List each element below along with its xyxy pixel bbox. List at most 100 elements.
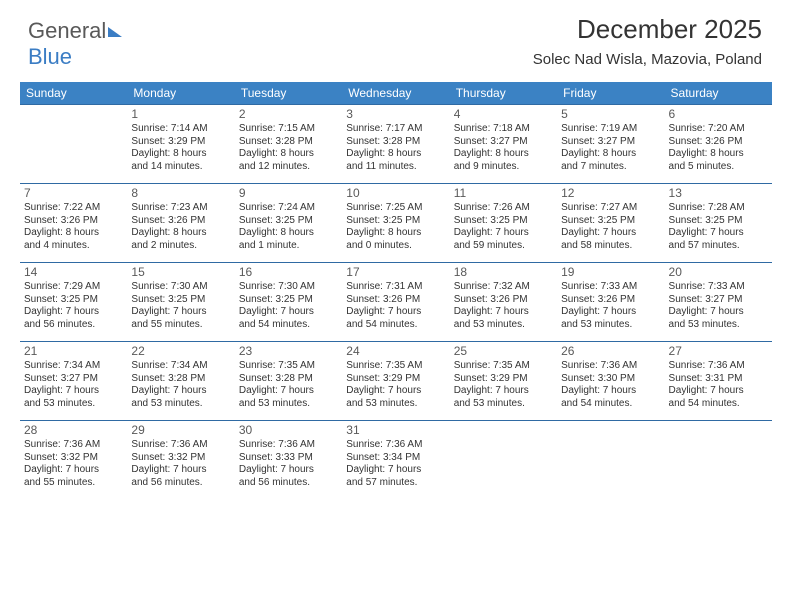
sunset-text: Sunset: 3:28 PM — [239, 136, 338, 149]
sunset-text: Sunset: 3:26 PM — [131, 215, 230, 228]
day-cell: 26Sunrise: 7:36 AMSunset: 3:30 PMDayligh… — [557, 342, 664, 420]
day-number: 31 — [346, 423, 445, 438]
day-cell: 6Sunrise: 7:20 AMSunset: 3:26 PMDaylight… — [665, 105, 772, 183]
sunrise-text: Sunrise: 7:19 AM — [561, 123, 660, 136]
daylight-text-1: Daylight: 8 hours — [454, 148, 553, 161]
sunset-text: Sunset: 3:25 PM — [669, 215, 768, 228]
daylight-text-2: and 9 minutes. — [454, 161, 553, 174]
sunset-text: Sunset: 3:27 PM — [24, 373, 123, 386]
day-cell: 19Sunrise: 7:33 AMSunset: 3:26 PMDayligh… — [557, 263, 664, 341]
daylight-text-2: and 57 minutes. — [669, 240, 768, 253]
sunrise-text: Sunrise: 7:18 AM — [454, 123, 553, 136]
day-cell: 31Sunrise: 7:36 AMSunset: 3:34 PMDayligh… — [342, 421, 449, 499]
sunset-text: Sunset: 3:31 PM — [669, 373, 768, 386]
daylight-text-1: Daylight: 7 hours — [239, 385, 338, 398]
day-number: 14 — [24, 265, 123, 280]
day-cell: 5Sunrise: 7:19 AMSunset: 3:27 PMDaylight… — [557, 105, 664, 183]
day-number: 7 — [24, 186, 123, 201]
logo-triangle-icon — [108, 27, 122, 37]
day-cell: 11Sunrise: 7:26 AMSunset: 3:25 PMDayligh… — [450, 184, 557, 262]
location-subtitle: Solec Nad Wisla, Mazovia, Poland — [533, 51, 762, 68]
day-header-row: SundayMondayTuesdayWednesdayThursdayFrid… — [20, 82, 772, 104]
sunset-text: Sunset: 3:26 PM — [454, 294, 553, 307]
sunrise-text: Sunrise: 7:36 AM — [131, 439, 230, 452]
daylight-text-1: Daylight: 7 hours — [239, 464, 338, 477]
daylight-text-2: and 54 minutes. — [561, 398, 660, 411]
daylight-text-2: and 7 minutes. — [561, 161, 660, 174]
daylight-text-2: and 59 minutes. — [454, 240, 553, 253]
daylight-text-2: and 58 minutes. — [561, 240, 660, 253]
sunset-text: Sunset: 3:25 PM — [24, 294, 123, 307]
daylight-text-1: Daylight: 7 hours — [669, 227, 768, 240]
daylight-text-1: Daylight: 7 hours — [24, 385, 123, 398]
sunset-text: Sunset: 3:27 PM — [561, 136, 660, 149]
daylight-text-1: Daylight: 8 hours — [669, 148, 768, 161]
day-cell: 15Sunrise: 7:30 AMSunset: 3:25 PMDayligh… — [127, 263, 234, 341]
sunset-text: Sunset: 3:33 PM — [239, 452, 338, 465]
day-number: 18 — [454, 265, 553, 280]
day-cell: 17Sunrise: 7:31 AMSunset: 3:26 PMDayligh… — [342, 263, 449, 341]
daylight-text-1: Daylight: 7 hours — [346, 385, 445, 398]
sunrise-text: Sunrise: 7:32 AM — [454, 281, 553, 294]
sunset-text: Sunset: 3:28 PM — [239, 373, 338, 386]
sunrise-text: Sunrise: 7:36 AM — [239, 439, 338, 452]
daylight-text-1: Daylight: 7 hours — [346, 464, 445, 477]
sunset-text: Sunset: 3:28 PM — [131, 373, 230, 386]
daylight-text-1: Daylight: 7 hours — [561, 306, 660, 319]
sunrise-text: Sunrise: 7:29 AM — [24, 281, 123, 294]
calendar: SundayMondayTuesdayWednesdayThursdayFrid… — [20, 82, 772, 499]
day-number: 27 — [669, 344, 768, 359]
sunset-text: Sunset: 3:29 PM — [131, 136, 230, 149]
day-cell: 27Sunrise: 7:36 AMSunset: 3:31 PMDayligh… — [665, 342, 772, 420]
day-cell — [557, 421, 664, 499]
day-cell: 10Sunrise: 7:25 AMSunset: 3:25 PMDayligh… — [342, 184, 449, 262]
sunrise-text: Sunrise: 7:35 AM — [239, 360, 338, 373]
day-cell: 2Sunrise: 7:15 AMSunset: 3:28 PMDaylight… — [235, 105, 342, 183]
daylight-text-2: and 0 minutes. — [346, 240, 445, 253]
day-number: 26 — [561, 344, 660, 359]
sunrise-text: Sunrise: 7:36 AM — [561, 360, 660, 373]
daylight-text-1: Daylight: 8 hours — [131, 148, 230, 161]
day-number: 16 — [239, 265, 338, 280]
sunset-text: Sunset: 3:26 PM — [346, 294, 445, 307]
sunrise-text: Sunrise: 7:22 AM — [24, 202, 123, 215]
sunrise-text: Sunrise: 7:36 AM — [346, 439, 445, 452]
daylight-text-1: Daylight: 8 hours — [239, 227, 338, 240]
daylight-text-1: Daylight: 8 hours — [561, 148, 660, 161]
sunset-text: Sunset: 3:25 PM — [239, 215, 338, 228]
day-cell: 24Sunrise: 7:35 AMSunset: 3:29 PMDayligh… — [342, 342, 449, 420]
daylight-text-1: Daylight: 8 hours — [24, 227, 123, 240]
daylight-text-2: and 56 minutes. — [131, 477, 230, 490]
daylight-text-2: and 54 minutes. — [669, 398, 768, 411]
header: December 2025 Solec Nad Wisla, Mazovia, … — [533, 14, 762, 68]
sunrise-text: Sunrise: 7:35 AM — [454, 360, 553, 373]
day-number: 25 — [454, 344, 553, 359]
week-row: 7Sunrise: 7:22 AM Sunset: 3:26 PM Daylight… — [20, 183, 772, 262]
day-number: 1 — [131, 107, 230, 122]
sunrise-text: Sunrise: 7:17 AM — [346, 123, 445, 136]
day-number: 2 — [239, 107, 338, 122]
sunrise-text: Sunrise: 7:36 AM — [669, 360, 768, 373]
day-cell: 30Sunrise: 7:36 AMSunset: 3:33 PMDayligh… — [235, 421, 342, 499]
sunset-text: Sunset: 3:29 PM — [346, 373, 445, 386]
daylight-text-1: Daylight: 8 hours — [346, 227, 445, 240]
sunrise-text: Sunrise: 7:34 AM — [24, 360, 123, 373]
sunset-text: Sunset: 3:26 PM — [561, 294, 660, 307]
day-cell: 16Sunrise: 7:30 AMSunset: 3:25 PMDayligh… — [235, 263, 342, 341]
day-number: 5 — [561, 107, 660, 122]
day-cell: 22Sunrise: 7:34 AMSunset: 3:28 PMDayligh… — [127, 342, 234, 420]
day-number: 10 — [346, 186, 445, 201]
day-cell — [450, 421, 557, 499]
day-number: 6 — [669, 107, 768, 122]
day-cell — [665, 421, 772, 499]
sunrise-text: Sunrise: 7:33 AM — [669, 281, 768, 294]
sunset-text: Sunset: 3:25 PM — [454, 215, 553, 228]
sunset-text: Sunset: 3:34 PM — [346, 452, 445, 465]
day-number: 24 — [346, 344, 445, 359]
sunset-text: Sunset: 3:25 PM — [561, 215, 660, 228]
sunrise-text: Sunrise: 7:15 AM — [239, 123, 338, 136]
day-number: 4 — [454, 107, 553, 122]
sunrise-text: Sunrise: 7:35 AM — [346, 360, 445, 373]
daylight-text-1: Daylight: 7 hours — [561, 227, 660, 240]
day-number: 17 — [346, 265, 445, 280]
